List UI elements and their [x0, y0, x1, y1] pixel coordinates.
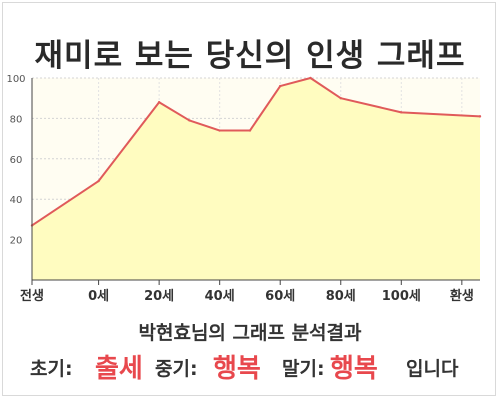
x-tick-label: 100세 — [382, 289, 421, 304]
result-summary: 초기: 출세 중기: 행복 말기: 행복 입니다 — [0, 346, 500, 384]
result-heading: 박현효님의 그래프 분석결과 — [138, 322, 362, 344]
data-point — [478, 115, 482, 118]
early-label: 초기: — [30, 358, 73, 380]
y-tick-label: 40 — [10, 195, 23, 206]
life-graph-chart: 20 40 60 80 100 전생 0세 20세 40세 60세 80세 100세 환생 — [6, 74, 482, 304]
early-value: 출세 — [95, 354, 143, 384]
data-point — [188, 119, 191, 122]
data-point — [400, 111, 403, 114]
y-tick-label: 80 — [10, 114, 23, 125]
y-tick-label: 100 — [6, 74, 25, 85]
card-frame — [2, 2, 496, 396]
data-point — [248, 129, 252, 132]
ending-text: 입니다 — [406, 358, 459, 380]
series-area — [32, 78, 480, 280]
data-point — [339, 97, 342, 100]
x-tick-label: 전생 — [20, 288, 44, 304]
x-tick-label: 환생 — [450, 288, 474, 304]
y-tick-label: 20 — [10, 236, 23, 247]
late-value: 행복 — [330, 354, 378, 384]
x-tick-label: 40세 — [205, 289, 235, 304]
data-point — [309, 76, 312, 80]
data-point — [218, 129, 221, 132]
page-title: 재미로 보는 당신의 인생 그래프 — [34, 38, 466, 74]
mid-value: 행복 — [213, 354, 261, 384]
data-point — [279, 84, 282, 88]
x-tick-label: 80세 — [326, 289, 356, 304]
data-point — [97, 179, 100, 183]
x-tick-label: 20세 — [144, 289, 174, 304]
y-tick-label: 60 — [10, 155, 23, 166]
late-label: 말기: — [282, 358, 325, 380]
mid-label: 중기: — [155, 358, 198, 380]
data-point — [157, 101, 161, 104]
x-tick-label: 60세 — [265, 289, 295, 304]
x-tick-label: 0세 — [88, 289, 109, 304]
